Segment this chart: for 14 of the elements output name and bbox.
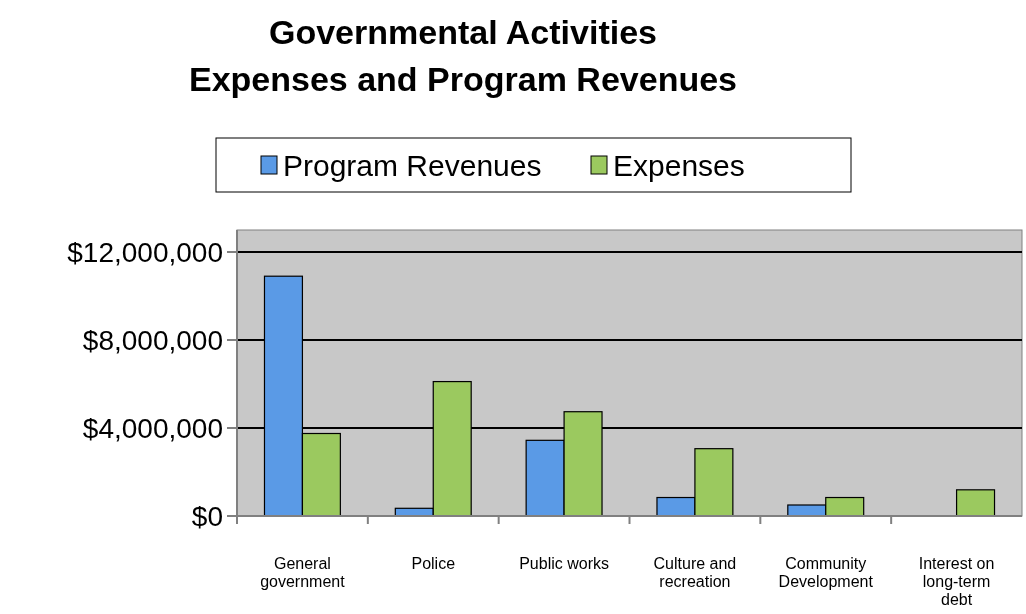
x-tick-label: Community Development [778,555,874,590]
x-tick-label: Interest on long-term debt [918,555,995,608]
x-tick-label: Public works [519,555,609,572]
y-tick-label: $12,000,000 [67,236,223,268]
bar [955,489,996,517]
x-tick-label: Culture and recreation [653,555,737,590]
y-tick-label: $0 [191,500,223,532]
legend-label: Expenses [613,149,745,182]
x-tick-label: Police [411,555,456,572]
chart-title: Governmental Activities Expenses and Program Revenues [188,13,738,98]
y-tick-label: $8,000,000 [82,324,223,356]
legend-label: Program Revenues [283,149,542,182]
y-tick-label: $4,000,000 [82,412,223,444]
x-tick-label: General government [260,555,346,590]
